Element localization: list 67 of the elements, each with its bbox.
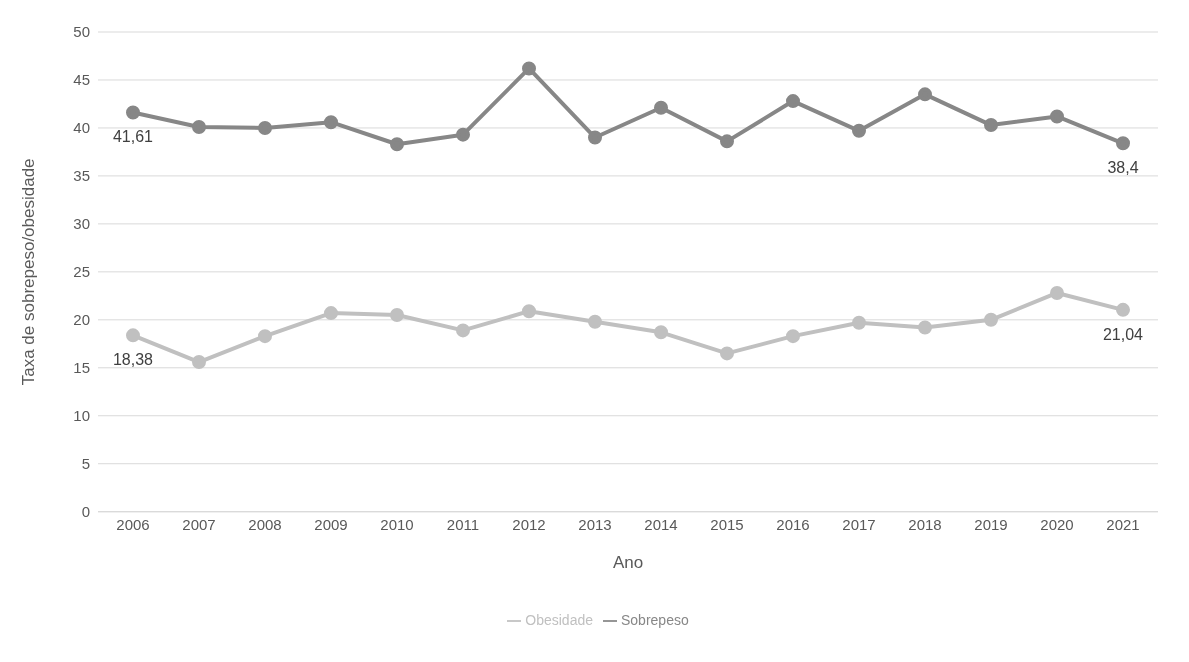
x-tick-label: 2015	[710, 516, 744, 534]
x-tick-label: 2007	[182, 516, 216, 534]
x-tick-label: 2011	[446, 516, 480, 534]
x-tick-label: 2019	[974, 516, 1008, 534]
x-axis-title: Ano	[612, 552, 644, 572]
point	[456, 127, 470, 142]
point	[126, 328, 140, 343]
point	[984, 118, 998, 133]
y-tick-label: 30	[73, 215, 90, 233]
point	[324, 306, 338, 321]
y-tick-label: 50	[73, 23, 90, 41]
point	[126, 105, 140, 120]
x-tick-label: 2021	[1106, 516, 1140, 534]
point	[258, 120, 272, 135]
point	[786, 94, 800, 109]
point	[852, 123, 866, 138]
point	[786, 329, 800, 344]
x-tick-label: 2017	[842, 516, 876, 534]
x-tick-label: 2013	[578, 516, 612, 534]
point	[456, 323, 470, 338]
x-tick-label: 2009	[314, 516, 348, 534]
x-tick-label: 2012	[512, 516, 546, 534]
point	[654, 100, 668, 115]
point	[720, 346, 734, 361]
y-tick-label: 40	[73, 119, 90, 137]
point	[390, 308, 404, 323]
legend-label: Sobrepeso	[621, 611, 689, 628]
y-tick-label: 5	[81, 455, 90, 473]
x-tick-label: 2006	[116, 516, 150, 534]
y-tick-label: 25	[73, 263, 90, 281]
x-tick-label: 2008	[248, 516, 282, 534]
point	[720, 134, 734, 149]
point	[1116, 302, 1130, 317]
data-label: 21,04	[1102, 325, 1144, 343]
point	[324, 115, 338, 130]
y-tick-label: 45	[73, 71, 90, 89]
point	[654, 325, 668, 340]
point	[852, 315, 866, 330]
y-tick-label: 10	[73, 407, 90, 425]
data-label: 41,61	[112, 128, 154, 146]
point	[588, 130, 602, 145]
y-tick-label: 15	[73, 359, 90, 377]
point	[522, 304, 536, 319]
y-tick-label: 35	[73, 167, 90, 185]
point	[1050, 285, 1064, 300]
point	[390, 137, 404, 152]
point	[192, 119, 206, 134]
point	[192, 355, 206, 370]
data-label: 18,38	[112, 351, 154, 369]
point	[1050, 109, 1064, 124]
x-tick-label: 2014	[644, 516, 678, 534]
legend-label: Obesidade	[525, 611, 593, 628]
point	[918, 87, 932, 102]
x-tick-label: 2020	[1040, 516, 1074, 534]
point	[588, 314, 602, 329]
point	[984, 312, 998, 327]
x-tick-label: 2018	[908, 516, 942, 534]
point	[258, 329, 272, 344]
y-tick-label: 20	[73, 311, 90, 329]
x-tick-label: 2016	[776, 516, 810, 534]
data-label: 38,4	[1107, 159, 1139, 177]
x-tick-label: 2010	[380, 516, 414, 534]
point	[918, 320, 932, 335]
y-axis-title: Taxa de sobrepeso/obesidade	[19, 158, 39, 386]
point	[1116, 136, 1130, 151]
point	[522, 61, 536, 76]
y-tick-label: 0	[81, 503, 90, 521]
